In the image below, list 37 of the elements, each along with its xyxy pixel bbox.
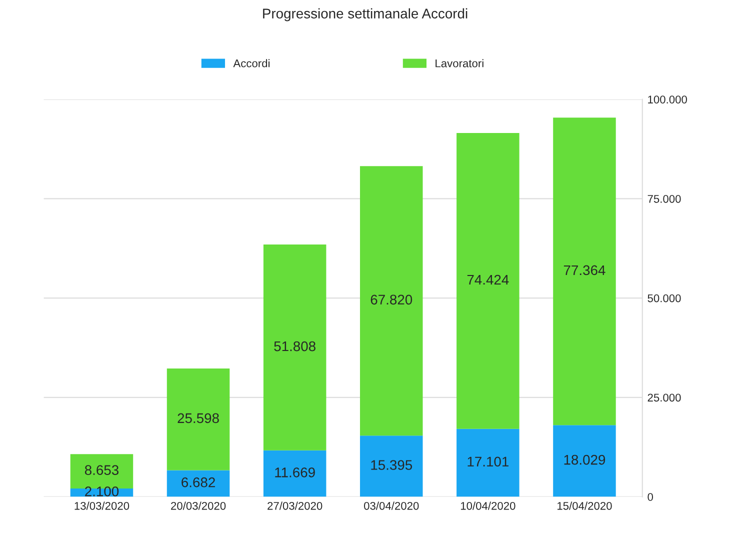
- bar: [166, 368, 230, 470]
- legend-label: Lavoratori: [436, 59, 484, 68]
- bar: [70, 454, 134, 488]
- bar: [456, 133, 520, 429]
- y-tick-label: 50.000: [648, 294, 681, 302]
- y-tick-label: 25.000: [648, 394, 681, 402]
- data-label: 51.808: [274, 341, 316, 352]
- data-label: 2.100: [85, 486, 119, 496]
- x-tick-label: 13/03/2020: [74, 502, 130, 510]
- bar: [360, 166, 423, 436]
- legend-label: Accordi: [233, 59, 270, 68]
- data-label: 18.029: [564, 454, 606, 465]
- data-label: 6.682: [182, 477, 215, 488]
- data-label: 11.669: [275, 468, 315, 478]
- bar: [456, 428, 520, 497]
- data-label: 17.101: [468, 456, 508, 467]
- chart-title: Progressione settimanale Accordi: [263, 8, 468, 22]
- bar: [553, 425, 616, 497]
- data-label: 15.395: [371, 460, 412, 470]
- bar: [360, 436, 423, 497]
- y-tick-label: 0: [648, 493, 654, 501]
- x-tick-label: 20/03/2020: [171, 502, 226, 510]
- x-tick-label: 03/04/2020: [364, 502, 419, 510]
- bar: [553, 118, 616, 426]
- data-label: 25.598: [178, 413, 219, 424]
- data-label: 8.653: [84, 465, 118, 475]
- bar: [263, 450, 326, 497]
- bar: [263, 244, 326, 450]
- data-label: 67.820: [370, 294, 412, 305]
- y-tick-label: 100.000: [648, 96, 687, 104]
- x-tick-label: 10/04/2020: [460, 502, 516, 510]
- bar: [166, 470, 230, 497]
- data-label: 77.364: [564, 265, 606, 276]
- y-tick-label: 75.000: [648, 194, 681, 203]
- data-label: 74.424: [467, 274, 509, 285]
- x-tick-label: 27/03/2020: [268, 502, 322, 510]
- x-tick-label: 15/04/2020: [558, 502, 612, 510]
